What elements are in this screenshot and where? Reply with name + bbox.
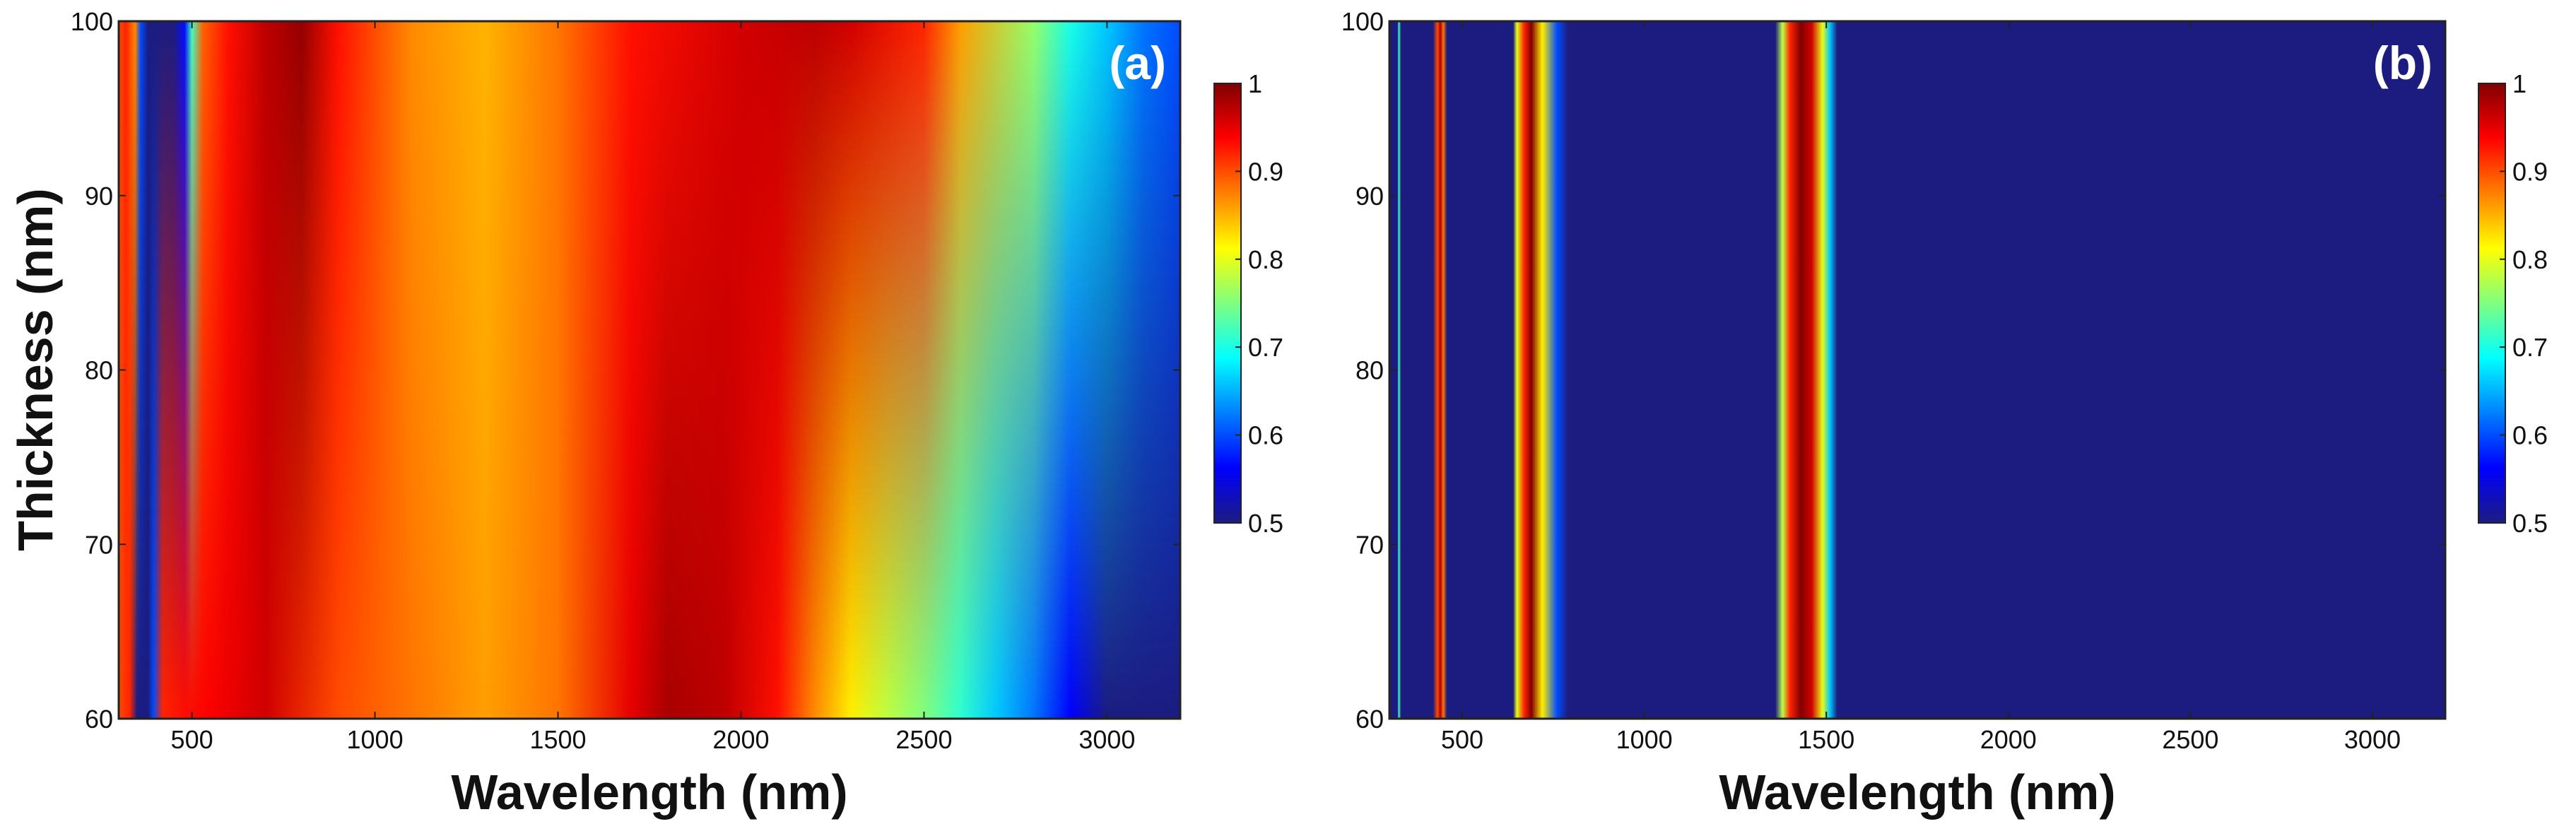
colorbar-tick-label: 0.8 xyxy=(1248,245,1283,274)
panel-label-b: (b) xyxy=(2373,37,2433,89)
colorbar-tick-label: 0.7 xyxy=(2512,333,2548,362)
panel-b: (b) 500 1000 1500 2000 2500 3000 60708090100 … xyxy=(1341,7,2548,820)
colorbar-tick-label: 0.9 xyxy=(1248,157,1283,186)
x-tick-label: 1500 xyxy=(1798,725,1854,754)
y-tick-label: 100 xyxy=(71,7,113,36)
y-axis-label-a: Thickness (nm) xyxy=(8,188,63,551)
x-tick-label: 3000 xyxy=(1078,725,1135,754)
y-tick-label: 100 xyxy=(1341,7,1384,36)
x-tick-label: 1000 xyxy=(347,725,404,754)
heatmap-a-top-blend xyxy=(119,21,1180,719)
panel-label-a: (a) xyxy=(1109,37,1166,89)
colorbar-a xyxy=(1213,83,1242,524)
x-tick-label: 1000 xyxy=(1616,725,1673,754)
colorbar-tick-label: 0.8 xyxy=(2512,245,2548,274)
colorbar-tick-label: 0.5 xyxy=(1248,509,1283,538)
colorbar-tick-label: 1 xyxy=(1248,69,1262,98)
panel-a: (a) 500 1000 1500 2000 2500 3000 60708090100 … xyxy=(8,7,1283,820)
colorbar-ticks-b: 0.5 0.6 0.7 0.8 0.9 1 xyxy=(2500,69,2548,538)
colorbar-tick-label: 0.5 xyxy=(2512,509,2548,538)
x-tick-label: 500 xyxy=(1441,725,1483,754)
y-tick-label: 90 xyxy=(1355,182,1384,211)
x-ticks-a: 500 1000 1500 2000 2500 3000 xyxy=(171,21,1135,754)
y-tick-label: 80 xyxy=(85,356,113,385)
colorbar-b xyxy=(2478,83,2506,524)
x-tick-label: 500 xyxy=(171,725,213,754)
x-ticks-b: 500 1000 1500 2000 2500 3000 xyxy=(1441,21,2401,754)
y-tick-label: 60 xyxy=(1355,705,1384,734)
y-tick-label: 70 xyxy=(1355,530,1384,559)
x-tick-label: 2500 xyxy=(2162,725,2218,754)
y-tick-label: 60 xyxy=(85,705,113,734)
y-tick-label: 70 xyxy=(85,530,113,559)
x-tick-label: 2500 xyxy=(895,725,952,754)
x-tick-label: 2000 xyxy=(1980,725,2037,754)
colorbar-tick-label: 0.9 xyxy=(2512,157,2548,186)
x-tick-label: 2000 xyxy=(712,725,769,754)
colorbar-tick-label: 0.7 xyxy=(1248,333,1283,362)
y-tick-label: 90 xyxy=(85,182,113,211)
x-axis-label-b: Wavelength (nm) xyxy=(1719,765,2115,820)
x-tick-label: 3000 xyxy=(2344,725,2401,754)
colorbar-tick-label: 1 xyxy=(2512,69,2527,98)
colorbar-tick-label: 0.6 xyxy=(1248,421,1283,450)
x-axis-label-a: Wavelength (nm) xyxy=(451,765,847,820)
y-ticks-a: 60 70 80 90 100 xyxy=(71,7,1180,734)
colorbar-tick-label: 0.6 xyxy=(2512,421,2548,450)
y-tick-label: 80 xyxy=(1355,356,1384,385)
y-ticks-b: 60 70 80 90 100 xyxy=(1341,7,2445,734)
heatmap-b xyxy=(1389,21,2445,719)
x-tick-label: 1500 xyxy=(529,725,586,754)
colorbar-ticks-a: 0.5 0.6 0.7 0.8 0.9 1 xyxy=(1235,69,1283,538)
